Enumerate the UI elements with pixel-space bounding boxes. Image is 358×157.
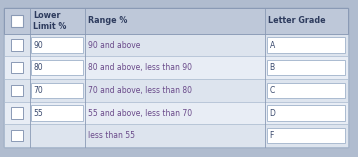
Text: 70 and above, less than 80: 70 and above, less than 80	[88, 86, 192, 95]
Bar	[4, 102, 348, 124]
Text: Letter Grade: Letter Grade	[268, 16, 326, 25]
Bar	[4, 8, 348, 147]
Bar	[4, 56, 348, 79]
Text: Lower
Limit %: Lower Limit %	[33, 11, 66, 31]
Text: 70: 70	[34, 86, 44, 95]
Bar	[267, 128, 345, 143]
Text: 55 and above, less than 70: 55 and above, less than 70	[88, 108, 192, 117]
Bar	[31, 105, 83, 121]
Bar	[267, 83, 345, 98]
Text: 90 and above: 90 and above	[88, 41, 140, 50]
Bar	[4, 79, 348, 102]
Text: C: C	[270, 86, 275, 95]
Bar	[31, 83, 83, 98]
Bar	[11, 130, 23, 141]
Bar	[267, 60, 345, 75]
Bar	[31, 37, 83, 53]
Bar	[11, 39, 23, 51]
Text: 90: 90	[34, 41, 44, 50]
Text: D: D	[270, 108, 275, 117]
Text: F: F	[270, 131, 274, 140]
Bar	[11, 62, 23, 73]
Bar	[267, 37, 345, 53]
Text: 80: 80	[34, 63, 43, 72]
Bar	[267, 105, 345, 121]
Bar	[11, 85, 23, 96]
Text: Range %: Range %	[88, 16, 127, 25]
Bar	[4, 34, 348, 56]
Text: B: B	[270, 63, 275, 72]
Text: A: A	[270, 41, 275, 50]
Bar	[4, 124, 348, 147]
Bar	[11, 15, 23, 27]
Bar	[4, 8, 348, 34]
Text: 55: 55	[34, 108, 44, 117]
Bar	[11, 107, 23, 119]
Bar	[31, 60, 83, 75]
Text: less than 55: less than 55	[88, 131, 135, 140]
Text: 80 and above, less than 90: 80 and above, less than 90	[88, 63, 192, 72]
